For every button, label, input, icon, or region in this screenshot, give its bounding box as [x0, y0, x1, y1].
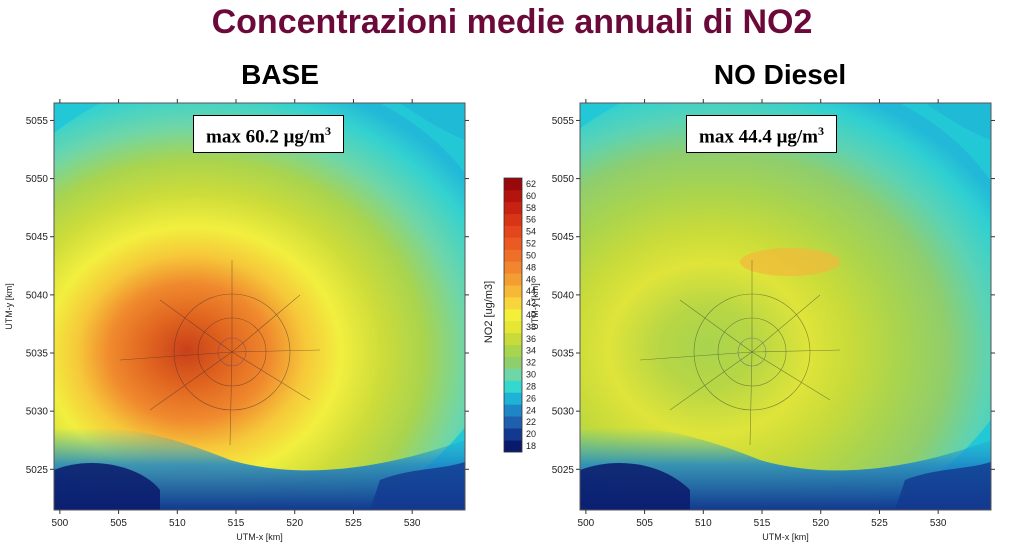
y-tick-label: 5050	[552, 174, 575, 185]
colorbar-swatch	[504, 297, 522, 310]
colorbar-swatch	[504, 261, 522, 274]
colorbar-label: 24	[526, 405, 536, 415]
colorbar-swatch	[504, 356, 522, 369]
y-tick-label: 5025	[552, 465, 575, 476]
colorbar-swatch	[504, 428, 522, 441]
y-tick-label: 5040	[552, 290, 575, 301]
y-tick-label: 5045	[26, 232, 49, 243]
colorbar-label: 58	[526, 203, 536, 213]
colorbar-label: 34	[526, 346, 536, 356]
axes-layer: 500 505 510 515 520 525 5305025503050355040504…	[4, 99, 995, 542]
colorbar-label: 20	[526, 429, 536, 439]
colorbar-swatch	[504, 320, 522, 334]
colorbar-label: 48	[526, 262, 536, 272]
colorbar-label: 52	[526, 239, 536, 249]
colorbar-label: 42	[526, 298, 536, 308]
x-tick-label: 515	[754, 518, 771, 529]
y-tick-label: 5030	[26, 407, 49, 418]
colorbar-swatch	[504, 380, 522, 393]
road-network-base	[119, 260, 321, 446]
y-axis-label: UTM-y [km]	[530, 283, 540, 330]
colorbar-label: 60	[526, 191, 536, 201]
colorbar-swatch	[504, 225, 522, 238]
colorbar-label: 32	[526, 358, 536, 368]
colorbar-swatch	[504, 440, 522, 453]
colorbar-title: NO2 [ug/m3]	[483, 281, 495, 343]
colorbar-label: 26	[526, 393, 536, 403]
panel-title-nodiesel: NO Diesel	[713, 59, 847, 90]
y-tick-label: 5040	[26, 290, 49, 301]
colorbar-swatch	[504, 178, 522, 191]
colorbar-swatch	[504, 237, 522, 250]
page-title: Concentrazioni medie annuali di NO2	[211, 3, 813, 41]
max-label-base: max 60.2 μg/m3	[193, 115, 344, 154]
colorbar-label: 36	[526, 334, 536, 344]
x-tick-label: 505	[636, 518, 653, 529]
y-tick-label: 5050	[26, 174, 49, 185]
colorbar-label: 56	[526, 215, 536, 225]
colorbar-swatch	[504, 189, 522, 203]
colorbar-label: 50	[526, 250, 536, 260]
x-tick-label: 530	[404, 518, 421, 529]
y-tick-label: 5055	[552, 116, 575, 127]
x-tick-label: 510	[169, 518, 186, 529]
x-tick-label: 520	[286, 518, 303, 529]
colorbar-swatch	[504, 392, 522, 405]
colorbar-label: 30	[526, 370, 536, 380]
y-tick-label: 5045	[552, 232, 575, 243]
colorbar-swatch	[504, 309, 522, 322]
x-axis-label: UTM-x [km]	[236, 532, 283, 542]
map-base	[54, 103, 465, 510]
x-tick-label: 505	[110, 518, 127, 529]
colorbar-swatch	[504, 416, 522, 429]
x-tick-label: 500	[52, 518, 69, 529]
colorbar-label: 28	[526, 381, 536, 391]
colorbar-label: 54	[526, 227, 536, 237]
colorbar-swatch	[504, 201, 522, 215]
colorbar-label: 40	[526, 310, 536, 320]
y-tick-label: 5055	[26, 116, 49, 127]
x-axis-label: UTM-x [km]	[762, 532, 809, 542]
map-nodiesel	[580, 103, 991, 510]
colorbar-label: 44	[526, 286, 536, 296]
colorbar-label: 38	[526, 322, 536, 332]
x-tick-label: 525	[871, 518, 888, 529]
x-tick-label: 525	[345, 518, 362, 529]
colorbar-swatch	[504, 285, 522, 298]
colorbar-swatch	[504, 273, 522, 286]
x-tick-label: 500	[578, 518, 595, 529]
colorbar-label: 46	[526, 274, 536, 284]
x-tick-label: 530	[930, 518, 947, 529]
x-tick-label: 520	[812, 518, 829, 529]
x-tick-label: 510	[695, 518, 712, 529]
panel-title-base: BASE	[241, 59, 319, 90]
y-tick-label: 5035	[552, 349, 575, 360]
colorbar-label: 18	[526, 441, 536, 451]
y-tick-label: 5025	[26, 465, 49, 476]
colorbar-swatch	[504, 368, 522, 381]
max-label-nodiesel: max 44.4 μg/m3	[686, 115, 837, 154]
colorbar-label: 22	[526, 417, 536, 427]
colorbar-swatch	[504, 344, 522, 357]
x-tick-label: 515	[228, 518, 245, 529]
y-tick-label: 5035	[26, 349, 49, 360]
colorbar-swatch	[504, 332, 522, 346]
colorbar-swatch	[504, 249, 522, 262]
y-tick-label: 5030	[552, 407, 575, 418]
colorbar-label: 62	[526, 179, 536, 189]
y-axis-label: UTM-y [km]	[4, 283, 14, 330]
colorbar-swatch	[504, 404, 522, 417]
colorbar-swatch	[504, 213, 522, 226]
road-network-nodiesel	[639, 260, 841, 446]
